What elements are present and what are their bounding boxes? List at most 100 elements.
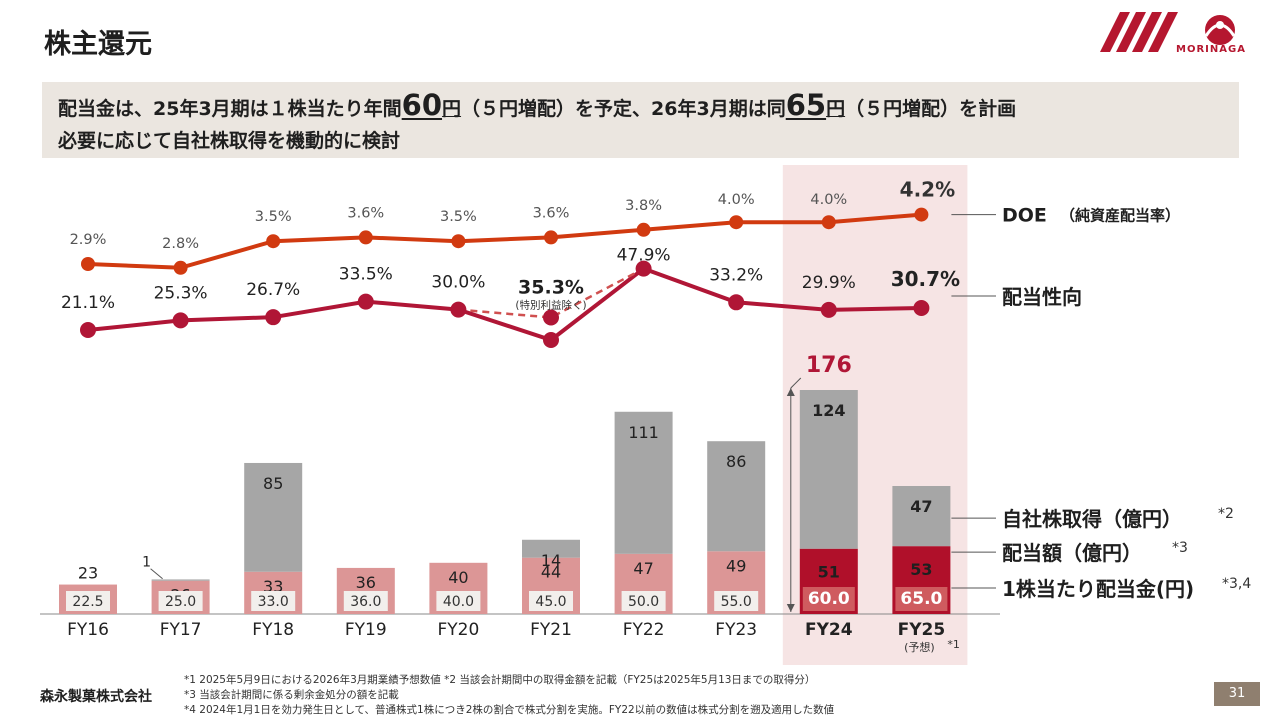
- payout-value-label: 33.5%: [339, 265, 393, 285]
- per-share-label: 22.5: [72, 594, 103, 610]
- forecast-note-mark: *1: [947, 638, 960, 651]
- legend-per-share: 1株当たり配当金(円): [1002, 577, 1194, 601]
- buyback-label: 86: [726, 452, 746, 471]
- doe-value-label: 3.6%: [533, 205, 570, 221]
- payout-point: [450, 301, 467, 318]
- summary-unit: 円: [442, 98, 462, 120]
- doe-value-label: 4.2%: [900, 178, 955, 202]
- payout-point: [728, 294, 745, 311]
- per-share-label: 65.0: [900, 589, 942, 609]
- payout-line: [87, 266, 922, 343]
- dividend-label: 36: [356, 573, 376, 592]
- per-share-box: [802, 587, 855, 611]
- summary-emphasis: 65: [785, 88, 827, 122]
- per-share-label: 60.0: [808, 589, 850, 609]
- summary-line-1: 配当金は、25年3月期は１株当たり年間60円（５円増配）を予定、26年3月期は同…: [58, 88, 1016, 122]
- category-label: FY25: [898, 620, 946, 640]
- total-arrowhead-bottom: [786, 604, 795, 612]
- forecast-label: (予想): [904, 640, 935, 654]
- morinaga-logo: [1100, 12, 1236, 52]
- per-share-label: 45.0: [535, 594, 566, 610]
- summary-text: （５円増配）を予定、26年3月期は同: [461, 98, 786, 120]
- category-label: FY20: [438, 620, 480, 640]
- per-share-label: 33.0: [258, 594, 289, 610]
- per-share-label: 50.0: [628, 594, 659, 610]
- buyback-bar: [151, 579, 210, 581]
- legend-dividend: 配当額（億円）: [1002, 541, 1142, 565]
- summary-text: （５円増配）を計画: [845, 98, 1017, 120]
- payout-value-label: 29.9%: [802, 273, 856, 293]
- legend-doe-suffix: （純資産配当率）: [1060, 207, 1180, 225]
- buyback-bar: [522, 539, 580, 558]
- buyback-bar: [244, 462, 303, 572]
- per-share-box: [251, 591, 296, 611]
- buyback-bar: [892, 486, 951, 547]
- total-label: 176: [806, 353, 852, 378]
- per-share-box: [621, 591, 666, 611]
- dividend-label: 51: [818, 563, 840, 582]
- page-number: 31: [1214, 682, 1260, 706]
- buyback-bar: [799, 390, 858, 549]
- category-label: FY23: [715, 620, 757, 640]
- per-share-box: [529, 591, 573, 611]
- footnote: *1 2025年5月9日における2026年3月期業績予想数値 *2 当該会計期間…: [184, 674, 816, 686]
- category-label: FY19: [345, 620, 387, 640]
- legend-note-mark: *3,4: [1222, 576, 1251, 592]
- payout-point: [635, 260, 652, 277]
- payout-special-dashed-line: [458, 267, 645, 319]
- buyback-label: 14: [541, 551, 561, 570]
- doe-value-label: 2.8%: [162, 236, 199, 252]
- dividend-label: 53: [910, 560, 932, 579]
- dividend-label: 23: [78, 564, 98, 583]
- payout-point: [913, 300, 930, 317]
- doe-point: [729, 215, 744, 230]
- summary-text: 配当金は、25年3月期は１株当たり年間: [58, 98, 402, 120]
- doe-point: [821, 215, 836, 230]
- legend-note-mark: *2: [1218, 506, 1234, 522]
- category-label: FY24: [805, 620, 853, 640]
- doe-value-label: 4.0%: [718, 192, 755, 208]
- doe-value-label: 4.0%: [810, 192, 847, 208]
- per-share-label: 40.0: [443, 594, 474, 610]
- category-label: FY21: [530, 620, 572, 640]
- footnote: *4 2024年1月1日を効力発生日として、普通株式1株につき2株の割合で株式分…: [184, 704, 835, 716]
- buyback-bar: [614, 411, 673, 554]
- category-label: FY16: [67, 620, 109, 640]
- legend-doe: DOE: [1002, 205, 1047, 227]
- doe-value-label: 2.9%: [70, 232, 107, 248]
- summary-emphasis: 60: [401, 88, 443, 122]
- per-share-label: 36.0: [350, 594, 381, 610]
- per-share-label: 55.0: [721, 594, 752, 610]
- total-leader-line: [790, 377, 802, 389]
- per-share-box: [714, 591, 759, 611]
- dividend-label: 44: [541, 563, 561, 582]
- legend-note-mark: *3: [1172, 540, 1188, 556]
- doe-value-label: 3.6%: [347, 205, 384, 221]
- payout-value-label: 25.3%: [154, 283, 208, 303]
- dividend-label: 47: [633, 559, 653, 578]
- company-name: 森永製菓株式会社: [40, 689, 152, 705]
- buyback-label: 85: [263, 474, 283, 493]
- dividend-label: 40: [448, 568, 468, 587]
- per-share-box: [895, 587, 948, 611]
- doe-line: [87, 212, 922, 270]
- legend-buyback: 自社株取得（億円）: [1002, 507, 1182, 531]
- per-share-box: [66, 591, 110, 611]
- summary-line-2: 必要に応じて自社株取得を機動的に検討: [58, 130, 401, 152]
- payout-point: [80, 322, 96, 338]
- per-share-label: 25.0: [165, 594, 196, 610]
- payout-value-label: 26.7%: [246, 280, 300, 300]
- total-arrowhead-top: [786, 388, 795, 396]
- payout-value-label: 47.9%: [617, 246, 671, 266]
- footnote: *3 当該会計期間に係る剰余金処分の額を記載: [184, 689, 399, 701]
- buyback-label: 124: [812, 401, 845, 420]
- buyback-label: 1: [142, 555, 151, 571]
- category-label: FY17: [160, 620, 202, 640]
- per-share-box: [343, 591, 388, 611]
- category-label: FY18: [252, 620, 294, 640]
- doe-point: [636, 222, 651, 237]
- doe-point: [451, 234, 466, 249]
- payout-value-label: 30.0%: [431, 273, 485, 293]
- buyback-leader-line: [150, 568, 163, 580]
- payout-special-sublabel: (特別利益除く): [515, 298, 586, 311]
